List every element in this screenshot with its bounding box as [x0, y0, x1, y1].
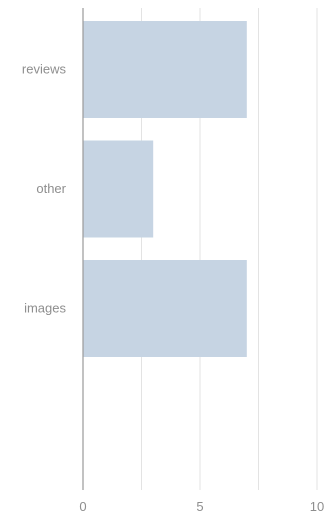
y-tick-label-reviews: reviews — [22, 62, 67, 77]
labels-layer: reviews other images 0 5 10 — [22, 62, 324, 515]
y-tick-label-other: other — [36, 181, 66, 196]
bar-reviews — [83, 21, 247, 118]
x-tick-label-10: 10 — [310, 499, 324, 514]
y-tick-label-images: images — [24, 301, 66, 316]
x-tick-label-0: 0 — [79, 499, 86, 514]
x-tick-label-5: 5 — [196, 499, 203, 514]
bar-images — [83, 260, 247, 357]
bar-other — [83, 140, 154, 238]
bars-layer — [83, 21, 247, 357]
